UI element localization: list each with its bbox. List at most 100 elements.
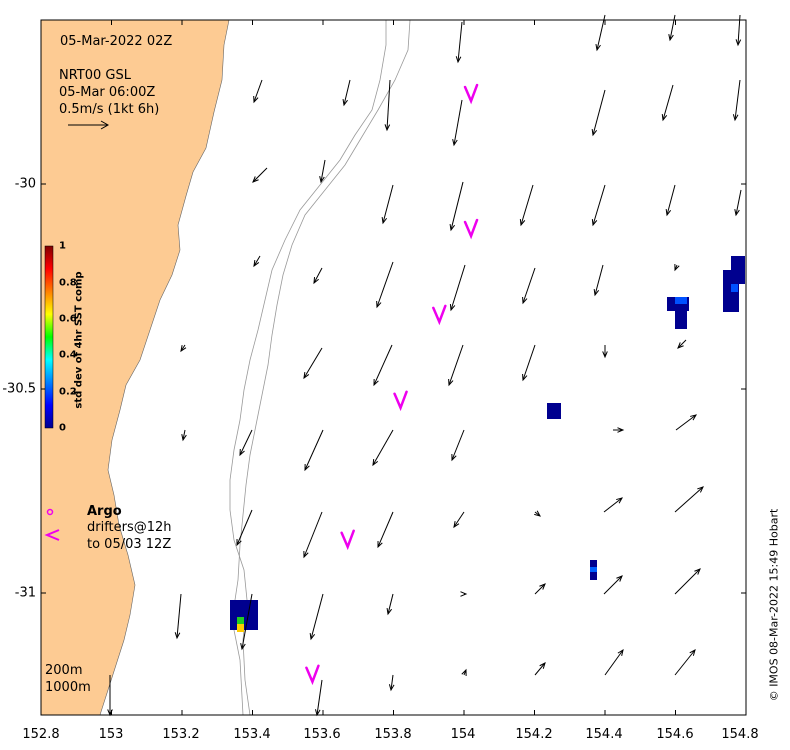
current-arrow xyxy=(593,264,604,297)
current-arrow xyxy=(675,414,698,431)
current-arrow xyxy=(460,591,468,597)
current-arrow xyxy=(461,668,467,677)
x-tick-label: 152.8 xyxy=(22,727,60,742)
y-tick-label: -30 xyxy=(14,176,36,192)
current-arrow xyxy=(677,339,687,349)
x-tick-label: 153.4 xyxy=(233,727,271,742)
current-arrow xyxy=(376,261,394,309)
current-arrow xyxy=(534,583,546,595)
sst-cell xyxy=(237,617,244,624)
current-arrow xyxy=(319,159,326,184)
colorbar-tick: 0.2 xyxy=(59,386,77,398)
current-arrow xyxy=(453,511,465,529)
current-arrow xyxy=(449,264,466,312)
map-timestamp: 05-Mar-2022 02Z xyxy=(60,34,173,49)
current-arrow xyxy=(252,167,268,183)
x-tick-label: 154 xyxy=(450,727,476,742)
sst-cell xyxy=(731,284,738,292)
x-tick-label: 154.6 xyxy=(656,727,694,742)
product-name: NRT00 GSL xyxy=(59,68,131,83)
colorbar-tick: 0.6 xyxy=(59,313,77,325)
current-arrow xyxy=(613,427,625,433)
current-arrow xyxy=(674,486,704,513)
current-arrow xyxy=(674,568,701,595)
drifter-tracks xyxy=(305,83,479,686)
contour-200m xyxy=(229,20,387,716)
y-tick-label: -31 xyxy=(14,585,36,601)
current-arrow xyxy=(384,79,391,132)
current-arrow xyxy=(595,14,606,52)
drifter-marker xyxy=(463,83,479,105)
current-arrow xyxy=(449,181,464,232)
x-tick-label: 153.2 xyxy=(162,727,200,742)
current-arrow xyxy=(452,99,463,147)
current-arrow xyxy=(309,593,324,641)
drifters-legend-label: drifters@12h xyxy=(87,520,172,535)
current-arrow xyxy=(534,662,546,676)
current-arrow xyxy=(388,674,395,692)
sst-cell xyxy=(731,256,745,270)
current-arrow xyxy=(377,511,394,549)
product-time: 05-Mar 06:00Z xyxy=(59,85,156,100)
current-arrow xyxy=(174,593,182,640)
colorbar xyxy=(44,245,54,429)
colorbar-tick: 0 xyxy=(59,422,66,434)
current-arrow xyxy=(253,255,261,268)
x-tick-label: 154.8 xyxy=(721,727,759,742)
current-arrow xyxy=(253,79,263,104)
current-arrow xyxy=(240,593,253,651)
current-arrow xyxy=(668,14,676,42)
current-arrow xyxy=(236,509,253,547)
current-arrow xyxy=(239,429,253,457)
x-tick-label: 153.6 xyxy=(303,727,341,742)
drifter-marker xyxy=(463,218,479,240)
current-arrow xyxy=(303,347,323,380)
sst-cell xyxy=(547,403,561,419)
current-arrow xyxy=(674,263,680,272)
colorbar-tick: 0.4 xyxy=(59,349,77,361)
contour-1000m xyxy=(231,19,411,716)
drifter-marker xyxy=(432,304,447,326)
current-arrow xyxy=(602,345,608,359)
x-tick-label: 154.2 xyxy=(515,727,553,742)
scale-arrow xyxy=(68,120,110,130)
sst-cell xyxy=(723,270,745,284)
sst-cell xyxy=(675,311,687,329)
current-arrow xyxy=(603,497,624,513)
current-arrow xyxy=(522,267,536,305)
current-arrow xyxy=(372,429,394,467)
current-arrow xyxy=(386,593,394,616)
current-arrow xyxy=(181,429,187,442)
sst-cell xyxy=(675,297,687,304)
contour-200-label: 200m xyxy=(45,663,83,678)
current-arrow xyxy=(342,79,351,107)
current-arrow xyxy=(734,189,742,217)
current-arrow xyxy=(732,79,741,122)
x-tick-label: 153 xyxy=(98,727,124,742)
bathymetry-contours xyxy=(229,19,411,716)
axis-ticks xyxy=(40,20,747,715)
current-arrow xyxy=(665,184,676,217)
current-arrow xyxy=(303,511,323,559)
current-arrow xyxy=(603,575,623,595)
current-arrow xyxy=(313,267,323,285)
y-tick-label: -30.5 xyxy=(2,381,36,397)
current-vectors xyxy=(107,14,742,717)
contour-1000-label: 1000m xyxy=(45,680,91,695)
current-arrow xyxy=(304,429,324,472)
drifter-marker xyxy=(393,390,408,412)
current-arrow xyxy=(591,184,606,227)
x-tick-label: 154.4 xyxy=(585,727,623,742)
current-arrow xyxy=(522,344,536,382)
current-arrow xyxy=(604,648,624,676)
land-area xyxy=(40,19,230,716)
current-arrow xyxy=(180,344,187,353)
x-tick-label: 153.8 xyxy=(374,727,412,742)
colorbar-tick: 0.8 xyxy=(59,277,77,289)
current-arrow xyxy=(519,184,534,227)
drifter-marker xyxy=(340,529,355,551)
drifters-period-label: to 05/03 12Z xyxy=(87,537,172,552)
argo-legend-label: Argo xyxy=(87,504,122,519)
sst-cell xyxy=(590,567,597,572)
scale-label: 0.5m/s (1kt 6h) xyxy=(59,102,160,117)
